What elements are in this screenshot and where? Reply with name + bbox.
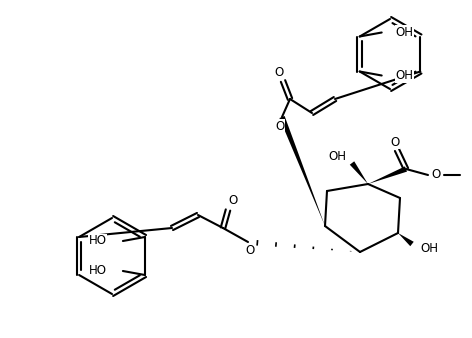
Polygon shape — [368, 166, 407, 184]
Text: O: O — [274, 67, 284, 79]
Text: O: O — [390, 136, 400, 148]
Polygon shape — [398, 233, 414, 246]
Text: O: O — [431, 169, 441, 182]
Text: O: O — [245, 244, 254, 258]
Text: HO: HO — [89, 265, 107, 277]
Text: OH: OH — [420, 242, 438, 256]
Text: OH: OH — [396, 69, 413, 82]
Text: OH: OH — [396, 26, 413, 39]
Text: O: O — [275, 120, 285, 132]
Text: OH: OH — [328, 149, 346, 163]
Polygon shape — [350, 161, 368, 184]
Polygon shape — [279, 116, 325, 226]
Text: HO: HO — [89, 235, 107, 247]
Text: O: O — [228, 194, 237, 208]
